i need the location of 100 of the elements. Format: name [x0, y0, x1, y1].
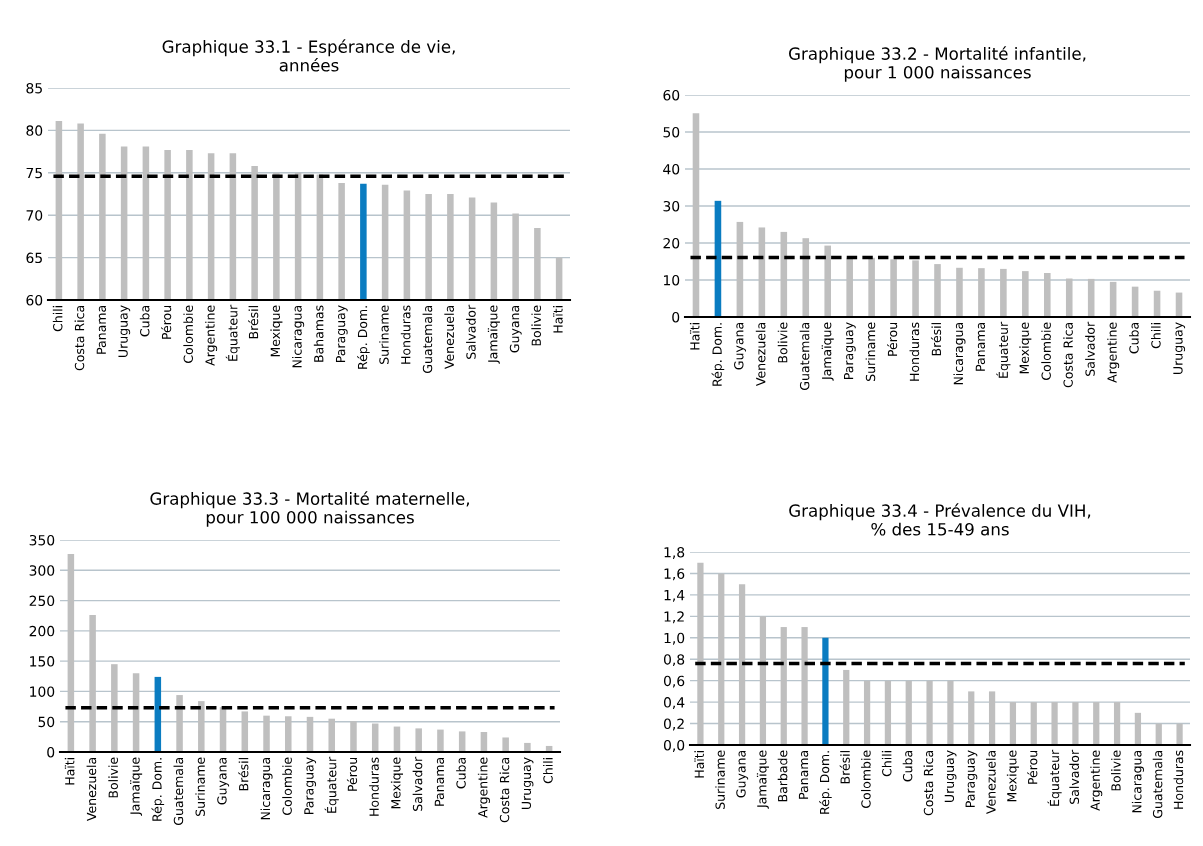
x-tick-label: Honduras — [1173, 750, 1184, 809]
y-tick-label: 150 — [30, 656, 55, 667]
bar — [780, 627, 787, 745]
x-tick-label: Mexique — [390, 757, 404, 809]
x-tick-label: Paraguay — [304, 757, 317, 814]
bar — [718, 573, 725, 745]
x-tick-label: Honduras — [400, 305, 411, 364]
bar — [1051, 702, 1058, 745]
bar — [759, 616, 767, 745]
bar — [912, 260, 919, 317]
bar — [956, 267, 963, 317]
x-tick-label: Chili — [1151, 323, 1161, 349]
y-tick-label: 1,8 — [664, 546, 685, 559]
x-tick-label: Équateur — [324, 756, 339, 813]
y-tick-label: 0,0 — [663, 739, 685, 752]
x-tick-label: Honduras — [909, 322, 920, 381]
bar — [1134, 712, 1142, 745]
y-tick-label: 80 — [26, 125, 43, 136]
x-tick-label: Rép. Dom. — [357, 306, 370, 369]
y-tick-label: 0,2 — [663, 718, 684, 731]
bar — [176, 695, 183, 752]
y-tick-label: 1,6 — [664, 568, 685, 581]
bar — [905, 680, 912, 745]
y-tick-label: 0,8 — [663, 654, 685, 667]
bar — [1043, 272, 1051, 317]
x-tick-label: Guatemala — [422, 305, 433, 373]
x-tick-label: Suriname — [715, 750, 725, 809]
x-tick-label: Suriname — [379, 305, 389, 364]
x-tick-label: Colombie — [282, 757, 292, 815]
x-tick-label: Argentine — [1090, 750, 1103, 811]
bar — [89, 615, 96, 752]
x-tick-label: Salvador — [412, 756, 423, 811]
x-tick-label: Brésil — [238, 758, 249, 791]
x-tick-label: Jamaïque — [821, 322, 834, 381]
bar — [738, 584, 746, 745]
x-tick-label: Nicaragua — [260, 758, 273, 820]
x-tick-label: Cuba — [1129, 323, 1139, 354]
bar — [884, 680, 892, 745]
x-tick-label: Rép. Dom. — [819, 751, 832, 814]
x-tick-label: Chili — [543, 758, 553, 784]
y-tick-label: 65 — [26, 252, 42, 264]
x-tick-label: Venezuela — [444, 306, 454, 369]
x-tick-label: Bolivie — [777, 322, 788, 363]
y-tick-label: 75 — [26, 167, 42, 179]
bar — [1030, 702, 1037, 745]
y-tick-label: 50 — [663, 126, 680, 138]
x-tick-label: Paraguay — [844, 322, 856, 379]
bar — [1093, 702, 1100, 745]
chart-title: Graphique 33.4 - Prévalence du VIH, % des 15-49 ans — [789, 503, 1091, 536]
y-tick-label: 20 — [663, 237, 680, 249]
bar — [350, 721, 357, 752]
x-tick-label: Uruguay — [944, 750, 957, 802]
x-tick-label: Uruguay — [521, 757, 534, 809]
x-tick-label: Argentine — [477, 757, 490, 818]
y-tick-label: 0 — [47, 746, 55, 758]
x-tick-label: Argentine — [205, 305, 218, 366]
x-tick-label: Honduras — [369, 757, 379, 816]
y-tick-label: 0 — [672, 311, 680, 323]
x-tick-label: Argentine — [1107, 322, 1120, 383]
bar — [1155, 723, 1162, 745]
bar — [458, 731, 466, 752]
bar — [801, 627, 808, 745]
x-tick-label: Costa Rica — [923, 751, 934, 816]
x-tick-label: Colombie — [183, 305, 193, 363]
bar — [988, 691, 996, 745]
x-tick-label: Bahamas — [313, 305, 324, 362]
x-tick-label: Brésil — [839, 751, 850, 784]
x-tick-label: Haïti — [694, 751, 705, 778]
x-tick-label: Cuba — [902, 751, 913, 782]
x-tick-label: Venezuela — [986, 751, 996, 814]
x-tick-label: Costa Rica — [499, 758, 510, 823]
bar — [328, 718, 335, 752]
bar — [1000, 268, 1007, 317]
x-tick-label: Uruguay — [1173, 322, 1186, 374]
x-tick-label: Bolivie — [108, 757, 118, 798]
x-tick-label: Cuba — [456, 758, 466, 789]
bar — [502, 737, 509, 752]
x-tick-label: Guyana — [509, 306, 522, 353]
bar — [846, 257, 853, 317]
x-tick-label: Guyana — [734, 323, 746, 370]
x-tick-label: Venezuela — [86, 758, 97, 821]
bar — [802, 238, 810, 317]
bar — [926, 680, 933, 745]
x-tick-label: Panama — [798, 750, 809, 799]
x-tick-label: Guatemala — [173, 757, 184, 825]
x-tick-label: Rép. Dom. — [151, 758, 165, 821]
x-tick-label: Costa Rica — [74, 306, 85, 371]
bar — [868, 257, 875, 317]
x-tick-label: Costa Rica — [1063, 323, 1073, 388]
y-tick-label: 1,2 — [664, 611, 684, 624]
y-tick-label: 0,4 — [663, 697, 685, 709]
bar — [111, 664, 118, 752]
x-tick-label: Rép. Dom. — [711, 323, 725, 386]
x-tick-label: Uruguay — [118, 305, 131, 357]
x-tick-label: Cuba — [139, 306, 150, 337]
bar — [241, 711, 249, 752]
x-tick-label: Équateur — [1047, 749, 1062, 806]
chart-title: Graphique 33.2 - Mortalité infantile, pour 1 000 naissances — [789, 46, 1086, 82]
x-tick-label: Équateur — [996, 321, 1011, 378]
chart-title: Graphique 33.1 - Espérance de vie, années — [162, 39, 455, 72]
